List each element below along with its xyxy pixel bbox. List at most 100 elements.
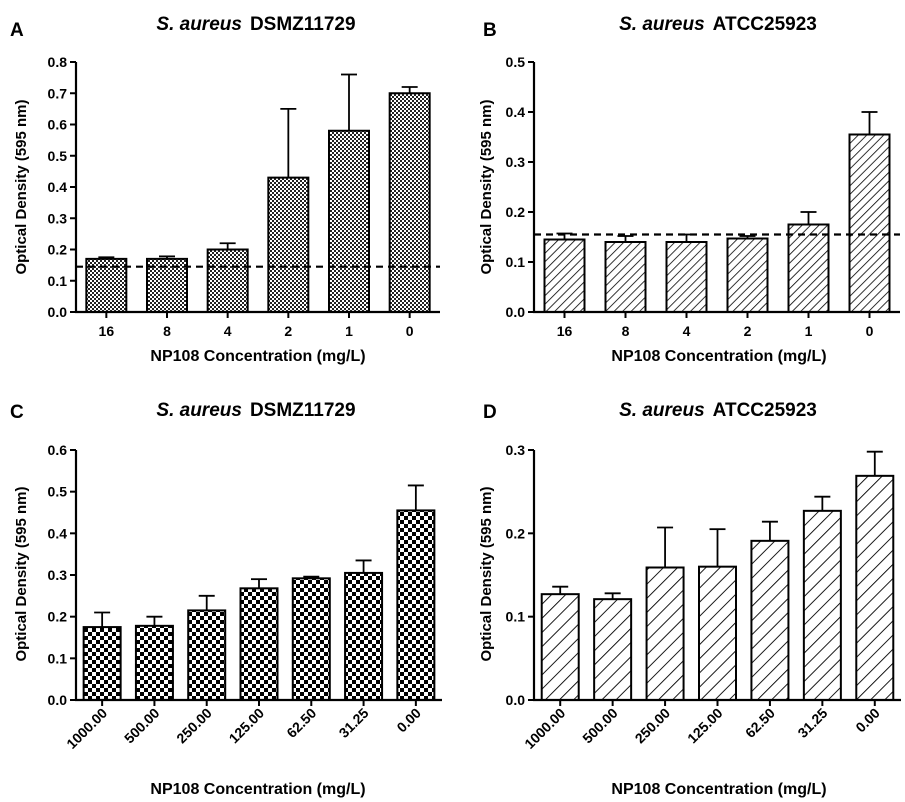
x-tick-label: 2	[284, 323, 292, 339]
bar	[645, 566, 685, 701]
x-tick-label: 500.00	[121, 705, 163, 747]
plot-area: 0.0 0.1 0.2 0.3 0.4 0.5 0.6 1000.00 500.00 250.00…	[48, 442, 442, 752]
bar	[855, 474, 895, 702]
y-tick-label: 0.3	[506, 154, 526, 170]
y-axis-label: Optical Density (595 nm)	[13, 99, 30, 274]
title-species: S. aureus	[619, 400, 705, 421]
x-tick-label: 8	[163, 323, 171, 339]
bar	[593, 598, 633, 702]
y-tick-label: 0.1	[506, 609, 526, 625]
x-tick-label: 31.25	[794, 705, 830, 741]
x-tick-label: 62.50	[283, 705, 319, 741]
x-tick-label: 16	[99, 323, 115, 339]
y-tick-label: 0.0	[48, 692, 68, 708]
plot-area: 0.0 0.1 0.2 0.3 0.4 0.5 16 8 4 2 1 0	[506, 54, 900, 339]
bar	[328, 129, 370, 313]
x-tick-label: 16	[557, 323, 573, 339]
bar	[82, 626, 122, 701]
bar	[344, 571, 384, 702]
y-tick-label: 0.4	[506, 104, 526, 120]
x-tick-label: 125.00	[226, 705, 268, 747]
bar	[206, 248, 249, 313]
y-tick-label: 0.1	[506, 254, 526, 270]
panel-b: B S. aureus ATCC25923 Optical Density (59…	[478, 14, 900, 365]
bar	[388, 92, 431, 313]
x-tick-label: 8	[622, 323, 630, 339]
x-tick-label: 0.00	[393, 705, 424, 736]
y-tick-label: 0.2	[506, 525, 526, 541]
y-axis-label: Optical Density (595 nm)	[13, 486, 30, 661]
bar	[726, 237, 769, 313]
y-axis-label: Optical Density (595 nm)	[478, 99, 495, 274]
y-tick-label: 0.0	[506, 692, 526, 708]
chart-title: S. aureus DSMZ11729	[156, 400, 355, 421]
chart-title: S. aureus DSMZ11729	[156, 14, 355, 35]
panel-letter: C	[10, 402, 24, 423]
title-species: S. aureus	[619, 14, 705, 35]
x-tick-label: 250.00	[173, 705, 215, 747]
x-tick-label: 250.00	[632, 705, 674, 747]
bar	[848, 133, 891, 313]
y-tick-label: 0.5	[48, 484, 68, 500]
bar	[540, 593, 580, 702]
chart-title: S. aureus ATCC25923	[619, 14, 817, 35]
panel-letter: D	[483, 402, 497, 423]
y-tick-label: 0.2	[48, 609, 68, 625]
y-tick-label: 0.4	[48, 525, 68, 541]
chart-title: S. aureus ATCC25923	[619, 400, 817, 421]
y-tick-label: 0.1	[48, 273, 68, 289]
y-tick-label: 0.3	[48, 210, 68, 226]
title-species: S. aureus	[156, 400, 242, 421]
y-tick-label: 0.6	[48, 117, 68, 133]
x-tick-label: 1	[805, 323, 813, 339]
panel-d: D S. aureus ATCC25923 Optical Density (59…	[478, 400, 901, 798]
bar	[239, 587, 279, 701]
bar	[787, 223, 830, 313]
x-tick-label: 62.50	[742, 705, 778, 741]
x-tick-label: 0.00	[852, 705, 883, 736]
bar	[665, 241, 708, 313]
panel-a: A S. aureus DSMZ11729 Optical Density (59…	[10, 14, 440, 365]
bar	[543, 238, 586, 313]
x-tick-label: 31.25	[336, 705, 372, 741]
title-strain: DSMZ11729	[250, 400, 356, 421]
x-tick-label: 1000.00	[63, 705, 110, 752]
x-axis-label: NP108 Concentration (mg/L)	[150, 348, 365, 365]
x-tick-label: 1000.00	[521, 705, 568, 752]
bar	[604, 241, 647, 313]
x-tick-label: 4	[683, 323, 691, 339]
y-tick-label: 0.1	[48, 650, 68, 666]
y-axis-label: Optical Density (595 nm)	[478, 486, 495, 661]
x-axis-label: NP108 Concentration (mg/L)	[611, 348, 826, 365]
title-strain: DSMZ11729	[250, 14, 356, 35]
x-tick-label: 0	[866, 323, 874, 339]
panel-letter: A	[10, 20, 24, 41]
y-tick-label: 0.8	[48, 54, 68, 70]
title-species: S. aureus	[156, 14, 242, 35]
x-axis-label: NP108 Concentration (mg/L)	[611, 781, 826, 798]
y-tick-label: 0.7	[48, 85, 68, 101]
bar	[267, 176, 310, 313]
plot-area: 0.0 0.1 0.2 0.3 1000.00 500.00 250.00 125.00 62.…	[506, 442, 901, 752]
y-tick-label: 0.4	[48, 179, 68, 195]
bar	[291, 577, 331, 701]
bar	[134, 624, 174, 701]
x-tick-label: 2	[744, 323, 752, 339]
bar	[698, 565, 737, 702]
plot-area: 0.0 0.1 0.2 0.3 0.4 0.5 0.6 0.7 0.8 16 8 4 2 1 0	[48, 54, 440, 339]
y-tick-label: 0.3	[506, 442, 526, 458]
y-tick-label: 0.2	[506, 204, 526, 220]
bar	[187, 609, 227, 702]
bar	[750, 539, 790, 701]
x-tick-label: 500.00	[579, 705, 621, 747]
y-tick-label: 0.5	[506, 54, 526, 70]
x-tick-label: 4	[224, 323, 232, 339]
y-tick-label: 0.0	[506, 304, 526, 320]
bar	[396, 509, 436, 701]
bar	[802, 509, 842, 702]
y-tick-label: 0.5	[48, 148, 68, 164]
x-tick-label: 125.00	[684, 705, 726, 747]
x-tick-label: 1	[345, 323, 353, 339]
x-tick-label: 0	[406, 323, 414, 339]
